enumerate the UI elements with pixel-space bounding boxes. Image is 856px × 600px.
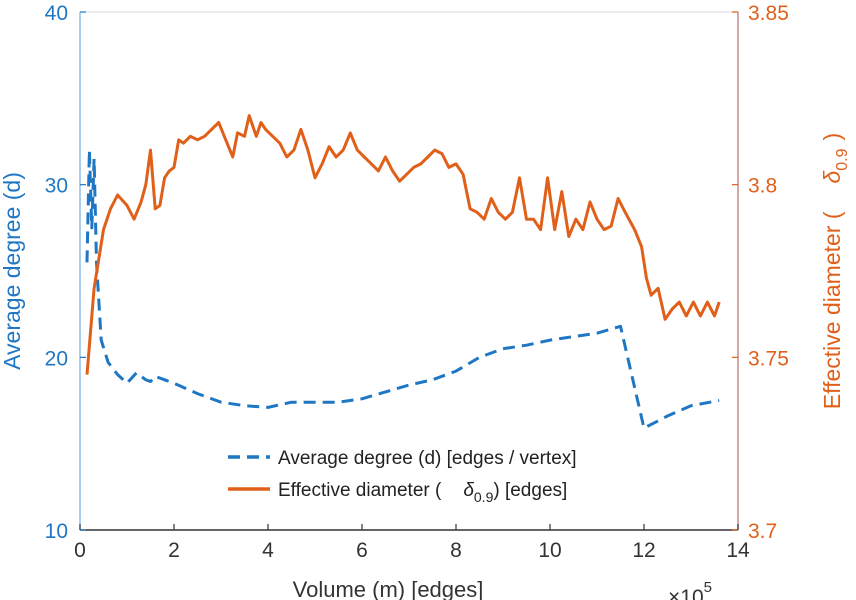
y-right-tick-label: 3.7 [748, 520, 777, 543]
x-axis-exponent: ×105 [668, 579, 712, 600]
x-tick-label: 10 [538, 539, 561, 562]
y-axis-label-right: Effective diameter (δ0.9) [819, 133, 851, 409]
x-tick-label: 14 [726, 539, 750, 562]
y-left-tick-label: 20 [45, 347, 68, 370]
x-tick-label: 2 [168, 539, 180, 562]
y-axis-label-left: Average degree (d) [0, 172, 25, 370]
y-right-tick-label: 3.75 [748, 347, 789, 370]
y-left-tick-label: 40 [45, 2, 68, 25]
y-right-tick-label: 3.85 [748, 2, 789, 25]
x-axis-label: Volume (m) [edges] [293, 577, 484, 600]
x-tick-label: 8 [450, 539, 462, 562]
x-tick-label: 0 [74, 539, 86, 562]
series-effective-diameter-line [85, 114, 721, 375]
x-tick-label: 6 [356, 539, 368, 562]
series-average-degree-line [85, 148, 720, 430]
x-tick-label: 12 [632, 539, 655, 562]
legend-label-effective-diameter: Effective diameter (δ0.9) [edges] [278, 480, 567, 505]
y-right-tick-label: 3.8 [748, 175, 777, 198]
y-left-tick-label: 10 [45, 520, 68, 543]
y-left-tick-label: 30 [45, 175, 68, 198]
legend-label-average-degree: Average degree (d) [edges / vertex] [278, 448, 577, 469]
x-tick-label: 4 [262, 539, 274, 562]
legend: Average degree (d) [edges / vertex] Effe… [228, 448, 577, 505]
